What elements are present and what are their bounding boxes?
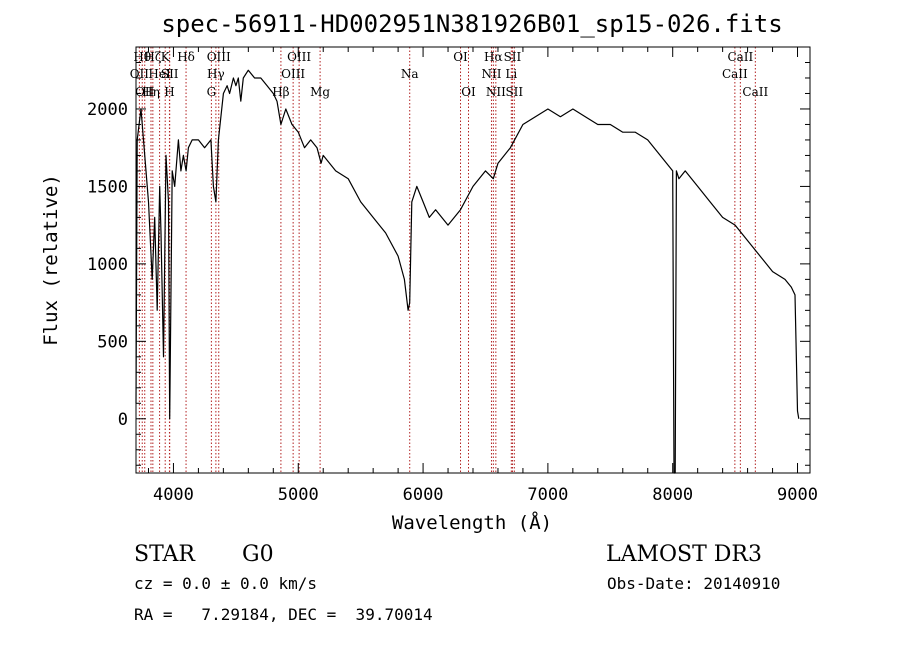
x-tick-label: 7000: [527, 485, 568, 505]
x-tick-label: 9000: [777, 485, 818, 505]
line-marker-label: CaII: [722, 67, 748, 81]
line-marker-label: OI: [461, 85, 476, 99]
x-tick-label: 6000: [403, 485, 444, 505]
x-axis-ticks: 4000 5000 6000 7000 8000 9000: [147, 47, 818, 505]
line-marker-label: OIII: [281, 67, 305, 81]
coordinates: RA = 7.29184, DEC = 39.70014: [134, 605, 433, 624]
y-axis-label: Flux (relative): [40, 174, 62, 346]
line-marker-label: OIII: [287, 50, 311, 64]
x-tick-label: 5000: [278, 485, 319, 505]
line-marker-label: OIII: [207, 50, 231, 64]
line-marker-label: Hγ: [207, 67, 225, 81]
line-marker-label: Hζ: [144, 50, 161, 64]
line-marker-label: Hη: [142, 85, 160, 99]
line-marker-label: Hβ: [272, 85, 289, 99]
line-marker-label: CaII: [727, 50, 753, 64]
y-tick-label: 1500: [87, 177, 128, 197]
x-axis-label: Wavelength (Å): [392, 511, 552, 534]
line-marker-label: Li: [505, 67, 517, 81]
plot-frame: [135, 46, 811, 474]
line-marker-label: Hα: [484, 50, 503, 64]
x-tick-label: 4000: [153, 485, 194, 505]
line-marker-label: OII: [130, 67, 150, 81]
line-marker-label: K: [161, 50, 171, 64]
line-marker-label: Hδ: [177, 50, 195, 64]
survey-name: LAMOST DR3: [606, 542, 762, 567]
object-class: STAR: [134, 542, 196, 567]
y-tick-label: 1000: [87, 255, 128, 275]
line-marker-label: CaII: [742, 85, 768, 99]
y-axis-ticks: 0 500 1000 1500 2000: [87, 61, 810, 466]
line-markers: [138, 47, 756, 473]
line-marker-label: Mg: [310, 85, 330, 99]
line-marker-label: NII: [481, 67, 501, 81]
y-tick-label: 500: [97, 332, 128, 352]
line-marker-label: NII: [486, 85, 506, 99]
y-tick-label: 2000: [87, 100, 128, 120]
x-tick-label: 8000: [652, 485, 693, 505]
observation-date: Obs-Date: 20140910: [607, 574, 780, 593]
redshift-velocity: cz = 0.0 ± 0.0 km/s: [134, 574, 317, 593]
line-marker-labels: OIIHθOIIHηHζHeIKHSIIHδGHγOIIIHβOIIIOIIIM…: [130, 50, 769, 99]
line-marker-label: OI: [453, 50, 468, 64]
y-tick-label: 0: [118, 410, 128, 430]
line-marker-label: HeI: [148, 67, 171, 81]
line-marker-label: SII: [161, 67, 179, 81]
line-marker-label: Hθ: [133, 50, 151, 64]
line-marker-label: Na: [401, 67, 419, 81]
line-marker-label: SII: [504, 50, 522, 64]
line-marker-label: OII: [135, 85, 155, 99]
line-marker-label: G: [207, 85, 217, 99]
object-subclass: G0: [242, 542, 274, 567]
line-marker-label: H: [164, 85, 174, 99]
line-marker-label: SII: [505, 85, 523, 99]
chart-title: spec-56911-HD002951N381926B01_sp15-026.f…: [161, 10, 782, 38]
spectrum-line: [135, 69, 800, 474]
